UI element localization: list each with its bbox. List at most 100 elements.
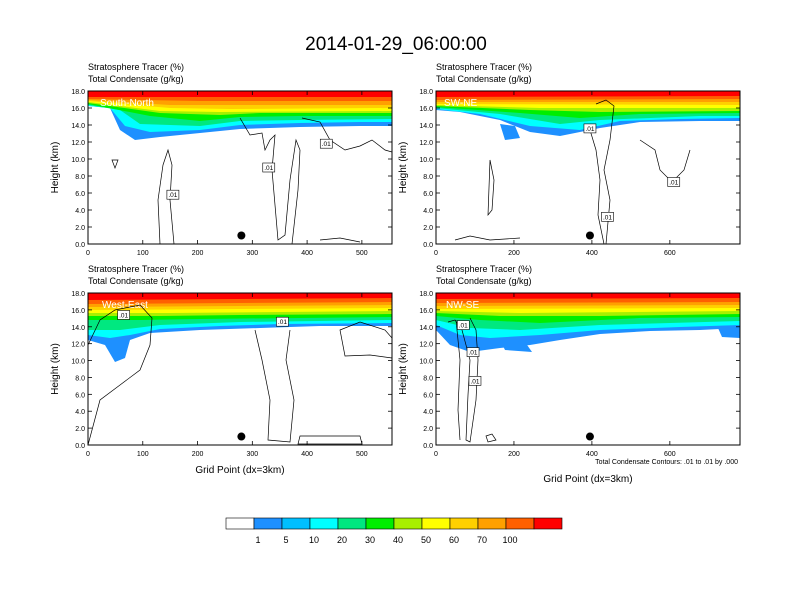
- axis-ticks: 0.0 2.0 4.0 6.0 8.0 10.0 12.0 14.0 16.0 18.0 0 100 2…: [71, 291, 392, 458]
- y-tick-label: 12.0: [71, 140, 85, 147]
- y-axis-label: Height (km): [398, 343, 409, 395]
- y-tick-label: 0.0: [75, 242, 85, 249]
- y-tick-label: 16.0: [419, 106, 433, 113]
- condensate-contour: [485, 433, 497, 443]
- contour-label-box: [466, 347, 480, 357]
- location-marker: [585, 231, 594, 240]
- y-tick-label: 2.0: [75, 426, 85, 433]
- condensate-contour: [297, 435, 363, 445]
- plot-frame: [87, 90, 393, 245]
- y-tick-label: 0.0: [75, 443, 85, 450]
- location-marker: [237, 231, 246, 240]
- x-tick-label: 500: [356, 250, 368, 257]
- x-tick-label: 200: [192, 451, 204, 458]
- contour-label-box: [117, 310, 130, 320]
- contour-label: .01: [469, 350, 478, 357]
- y-tick-label: 18.0: [71, 291, 85, 298]
- panel-direction-label: West-East: [102, 300, 148, 311]
- y-tick-label: 8.0: [75, 375, 85, 382]
- tracer-band-100: [436, 293, 740, 299]
- y-tick-label: 10.0: [419, 157, 433, 164]
- x-tick-label: 400: [586, 250, 598, 257]
- colorbar-swatch: [365, 517, 395, 530]
- condensate-contour: [319, 237, 361, 243]
- y-tick-label: 6.0: [75, 191, 85, 198]
- y-tick-label: 18.0: [71, 89, 85, 96]
- y-axis-label: Height (km): [50, 142, 61, 194]
- contour-label: .01: [278, 319, 287, 326]
- y-tick-label: 4.0: [423, 409, 433, 416]
- colorbar-swatch: [421, 517, 451, 530]
- x-tick-label: 200: [508, 451, 520, 458]
- contour-label-box: [276, 316, 289, 327]
- y-tick-label: 16.0: [419, 308, 433, 315]
- x-tick-label: 100: [137, 451, 149, 458]
- y-axis-label: Height (km): [50, 343, 61, 395]
- colorbar-swatch: [449, 517, 479, 530]
- axis-ticks: 0.0 2.0 4.0 6.0 8.0 10.0 12.0 14.0 16.0 18.0 0 100 2…: [71, 89, 392, 257]
- colorbar-swatch: [505, 517, 535, 530]
- panel-condensate-label: Total Condensate (g/kg): [88, 276, 184, 286]
- colorbar-swatch: [477, 517, 507, 530]
- contour-label-box: [319, 138, 333, 149]
- contour-label-box: [601, 212, 614, 222]
- x-axis-label: Grid Point (dx=3km): [195, 465, 284, 476]
- condensate-contour: [487, 159, 495, 217]
- y-tick-label: 16.0: [71, 106, 85, 113]
- contour-label: .01: [264, 165, 273, 172]
- tracer-patch: [500, 340, 532, 352]
- contour-label-box: [667, 177, 681, 187]
- x-tick-label: 500: [356, 451, 368, 458]
- panel-tracer-label: Stratosphere Tracer (%): [436, 264, 532, 274]
- x-tick-label: 400: [586, 451, 598, 458]
- panel-condensate-label: Total Condensate (g/kg): [436, 276, 532, 286]
- y-tick-label: 18.0: [419, 89, 433, 96]
- contour-label: .01: [603, 214, 612, 221]
- y-tick-label: 12.0: [419, 342, 433, 349]
- panel-west-east: Stratosphere Tracer (%) Total Condensate…: [50, 264, 393, 476]
- panel-direction-label: NW-SE: [446, 300, 479, 311]
- colorbar-label: 40: [393, 535, 403, 545]
- x-tick-label: 0: [434, 451, 438, 458]
- panel-nw-se: Stratosphere Tracer (%) Total Condensate…: [398, 264, 741, 485]
- panel-condensate-label: Total Condensate (g/kg): [88, 74, 184, 84]
- colorbar-swatch: [533, 517, 563, 530]
- colorbar-swatch: [225, 517, 255, 530]
- condensate-contour: [339, 321, 392, 359]
- y-tick-label: 2.0: [423, 426, 433, 433]
- x-tick-label: 200: [192, 250, 204, 257]
- colorbar-label: 20: [337, 535, 347, 545]
- panel-tracer-label: Stratosphere Tracer (%): [88, 62, 184, 72]
- x-tick-label: 200: [508, 250, 520, 257]
- panel-south-north: Stratosphere Tracer (%) Total Condensate…: [50, 62, 393, 257]
- y-tick-label: 10.0: [71, 157, 85, 164]
- panel-tracer-label: Stratosphere Tracer (%): [436, 62, 532, 72]
- y-tick-label: 0.0: [423, 242, 433, 249]
- x-tick-label: 600: [664, 451, 676, 458]
- condensate-contour: [157, 148, 175, 244]
- condensate-contour: [111, 159, 119, 169]
- plot-frame: [435, 292, 741, 446]
- y-tick-label: 12.0: [71, 342, 85, 349]
- axis-ticks: 0.0 2.0 4.0 6.0 8.0 10.0 12.0 14.0 16.0 18.0 0 200 4…: [419, 89, 740, 257]
- location-marker: [585, 432, 594, 441]
- colorbar-label: 10: [309, 535, 319, 545]
- condensate-contour: [254, 329, 295, 443]
- x-tick-label: 0: [434, 250, 438, 257]
- contour-note: Total Condensate Contours: .01 to .01 by…: [595, 459, 738, 466]
- y-tick-label: 4.0: [423, 208, 433, 215]
- condensate-contour: [301, 117, 392, 153]
- contour-label-box: [262, 162, 276, 173]
- contour-label: .01: [322, 141, 331, 148]
- panel-tracer-label: Stratosphere Tracer (%): [88, 264, 184, 274]
- plot-frame: [87, 292, 393, 446]
- y-tick-label: 10.0: [71, 359, 85, 366]
- y-tick-label: 8.0: [423, 174, 433, 181]
- location-marker: [237, 432, 246, 441]
- y-tick-label: 12.0: [419, 140, 433, 147]
- condensate-contour: [454, 235, 521, 241]
- y-tick-label: 14.0: [71, 123, 85, 130]
- contour-label: .01: [459, 323, 468, 330]
- tracer-patch: [718, 327, 740, 338]
- condensate-contour: [88, 304, 153, 445]
